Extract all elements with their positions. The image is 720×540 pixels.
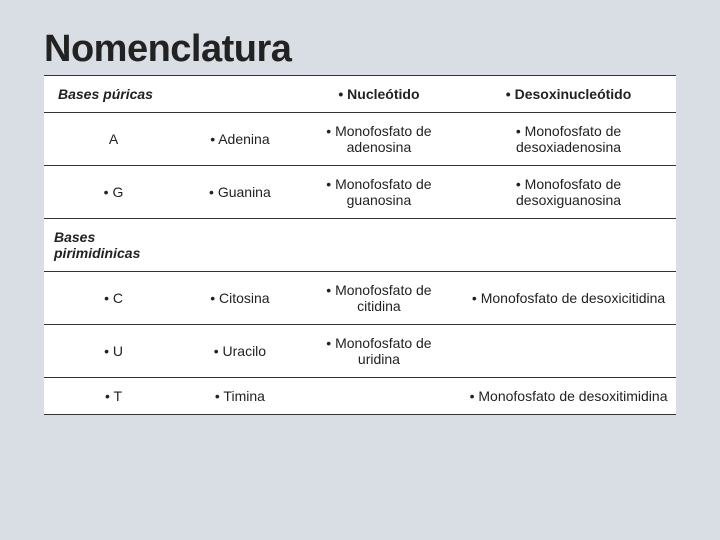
cell-nucleotido: • Monofosfato de citidina xyxy=(297,272,461,325)
header-bases-pirimidinicas: Bases pirimidinicas xyxy=(44,219,183,272)
cell-desoxi: • Monofosfato de desoxitimidina xyxy=(461,378,676,415)
cell-name: • Guanina xyxy=(183,166,297,219)
cell-nucleotido: • Monofosfato de adenosina xyxy=(297,113,461,166)
table-row: • G • Guanina • Monofosfato de guanosina… xyxy=(44,166,676,219)
cell-name: • Adenina xyxy=(183,113,297,166)
cell-desoxi: • Monofosfato de desoxicitidina xyxy=(461,272,676,325)
cell-desoxi: • Monofosfato de desoxiguanosina xyxy=(461,166,676,219)
table-row: A • Adenina • Monofosfato de adenosina •… xyxy=(44,113,676,166)
header-empty xyxy=(183,76,297,113)
cell-nucleotido xyxy=(297,378,461,415)
cell-base: • G xyxy=(44,166,183,219)
table-header-row: Bases púricas • Nucleótido • Desoxinucle… xyxy=(44,76,676,113)
cell-nucleotido: • Monofosfato de guanosina xyxy=(297,166,461,219)
nomenclature-table: Bases púricas • Nucleótido • Desoxinucle… xyxy=(44,75,676,415)
cell-name: • Citosina xyxy=(183,272,297,325)
header-desoxinucleotido: • Desoxinucleótido xyxy=(461,76,676,113)
cell-empty xyxy=(183,219,297,272)
cell-base: A xyxy=(44,113,183,166)
table-section-header: Bases pirimidinicas xyxy=(44,219,676,272)
table-row: • T • Timina • Monofosfato de desoxitimi… xyxy=(44,378,676,415)
cell-desoxi xyxy=(461,325,676,378)
cell-name: • Timina xyxy=(183,378,297,415)
page-title: Nomenclatura xyxy=(44,28,676,71)
table-row: • U • Uracilo • Monofosfato de uridina xyxy=(44,325,676,378)
header-bases-puricas: Bases púricas xyxy=(44,76,183,113)
cell-base: • T xyxy=(44,378,183,415)
header-nucleotido: • Nucleótido xyxy=(297,76,461,113)
cell-base: • U xyxy=(44,325,183,378)
cell-name: • Uracilo xyxy=(183,325,297,378)
cell-nucleotido: • Monofosfato de uridina xyxy=(297,325,461,378)
cell-empty xyxy=(461,219,676,272)
cell-desoxi: • Monofosfato de desoxiadenosina xyxy=(461,113,676,166)
cell-base: • C xyxy=(44,272,183,325)
cell-empty xyxy=(297,219,461,272)
table-row: • C • Citosina • Monofosfato de citidina… xyxy=(44,272,676,325)
